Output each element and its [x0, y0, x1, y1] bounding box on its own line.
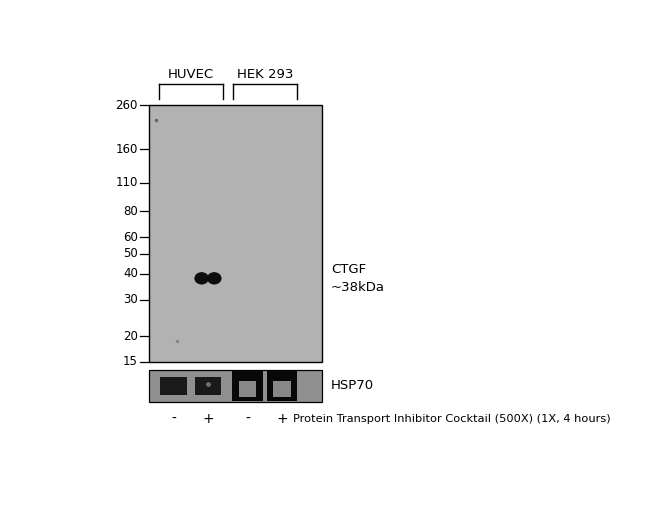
Bar	[150, 370, 322, 402]
Text: 15: 15	[123, 356, 138, 368]
Bar	[161, 377, 187, 395]
Text: 40: 40	[123, 267, 138, 280]
Text: HUVEC: HUVEC	[168, 68, 214, 81]
Text: HEK 293: HEK 293	[237, 68, 293, 81]
Text: 20: 20	[123, 329, 138, 342]
Ellipse shape	[194, 272, 209, 285]
Bar	[274, 381, 291, 397]
Text: HSP70: HSP70	[331, 379, 374, 392]
Text: 50: 50	[123, 247, 138, 260]
Text: Protein Transport Inhibitor Cocktail (500X) (1X, 4 hours): Protein Transport Inhibitor Cocktail (50…	[292, 414, 610, 424]
Text: -: -	[171, 412, 176, 426]
Text: 160: 160	[116, 143, 138, 156]
Bar	[195, 377, 221, 395]
Bar	[150, 106, 322, 362]
Text: +: +	[202, 412, 214, 426]
Bar	[239, 381, 256, 397]
Bar	[232, 371, 263, 401]
Text: 80: 80	[123, 205, 138, 218]
Text: -: -	[245, 412, 250, 426]
Text: 60: 60	[123, 231, 138, 244]
Bar	[266, 371, 297, 401]
Text: 110: 110	[116, 176, 138, 189]
Text: +: +	[276, 412, 288, 426]
Text: 260: 260	[116, 99, 138, 112]
Text: 30: 30	[123, 293, 138, 306]
Text: CTGF
~38kDa: CTGF ~38kDa	[331, 263, 385, 294]
Ellipse shape	[207, 272, 222, 285]
